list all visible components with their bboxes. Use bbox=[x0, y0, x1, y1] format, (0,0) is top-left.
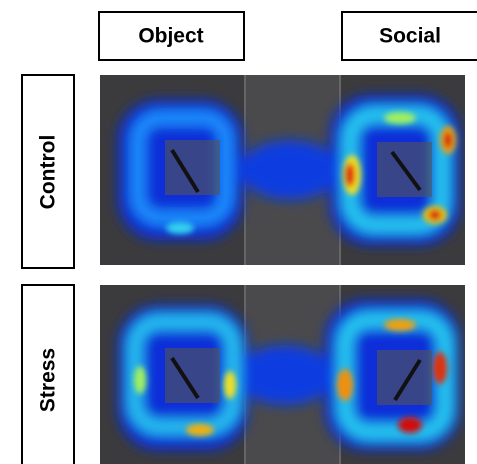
column-label: Object bbox=[138, 25, 203, 48]
column-label-box bbox=[341, 11, 477, 61]
column-label-box bbox=[98, 11, 245, 61]
column-label: Social bbox=[379, 25, 441, 48]
row-label-box bbox=[21, 74, 75, 269]
row-label: Stress bbox=[37, 348, 60, 412]
heatmap-control bbox=[100, 75, 465, 265]
heatmap-stress bbox=[100, 285, 465, 464]
row-label: Control bbox=[37, 135, 60, 210]
row-label-box bbox=[21, 284, 75, 464]
